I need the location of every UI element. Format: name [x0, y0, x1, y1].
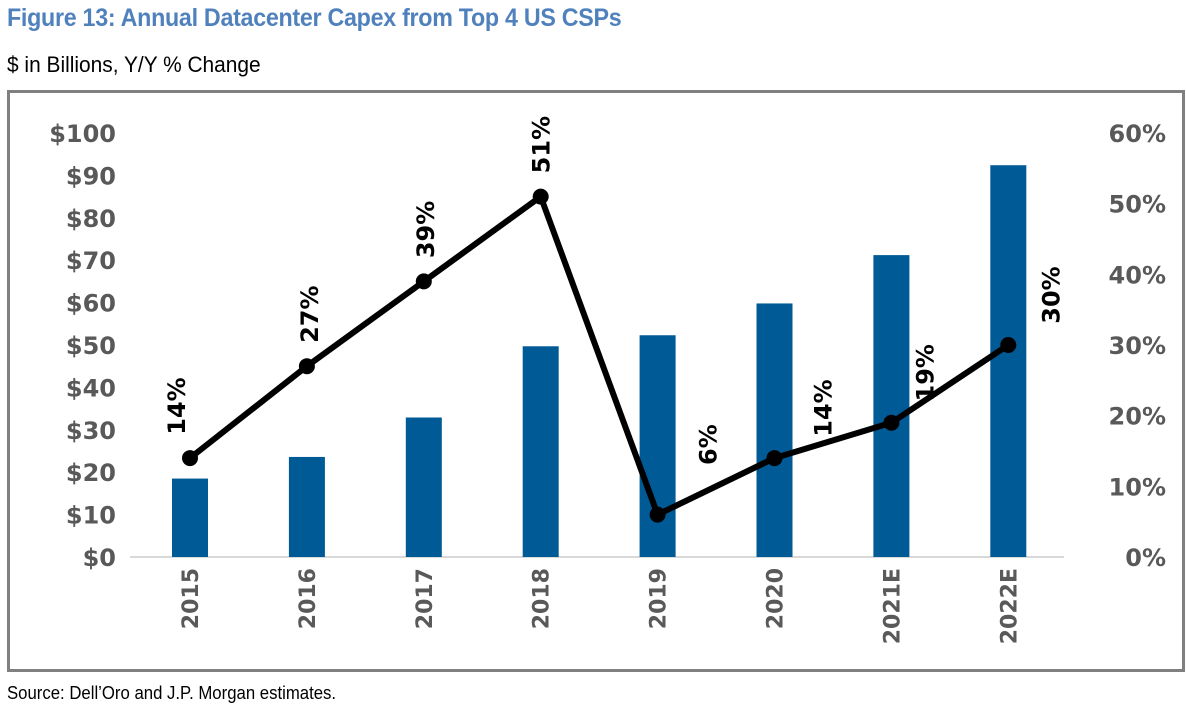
x-tick-label: 2017: [413, 568, 438, 629]
yoy-point-2019: [649, 506, 666, 523]
right-tick-label: 40%: [1109, 261, 1166, 289]
left-tick-label: $10: [66, 502, 116, 530]
figure-title: Figure 13: Annual Datacenter Capex from …: [7, 4, 622, 32]
yoy-point-2021E: [883, 414, 900, 431]
right-tick-label: 20%: [1109, 403, 1166, 431]
data-label-2019: 6%: [695, 424, 723, 465]
data-label-2022E: 30%: [1037, 266, 1065, 323]
x-tick-label: 2015: [179, 568, 204, 629]
right-tick-label: 10%: [1109, 473, 1166, 501]
bar-2015: [172, 478, 208, 557]
left-tick-label: $50: [66, 332, 116, 360]
x-tick-label: 2020: [764, 568, 789, 629]
bar-2019: [639, 335, 676, 557]
left-tick-label: $70: [66, 247, 116, 275]
yoy-point-2020: [766, 450, 783, 467]
data-label-2015: 14%: [163, 377, 191, 434]
bar-2021E: [873, 255, 910, 557]
left-tick-label: $40: [66, 374, 116, 402]
left-tick-label: $80: [66, 205, 116, 233]
yoy-point-2015: [182, 450, 198, 467]
right-tick-label: 0%: [1125, 544, 1166, 572]
yoy-point-2017: [415, 273, 432, 290]
left-tick-label: $90: [66, 162, 116, 190]
left-tick-label: $100: [49, 120, 116, 148]
left-tick-label: $30: [66, 417, 116, 445]
data-labels: 14% 27% 39% 51% 6% 14% 19% 30%: [163, 116, 1065, 465]
x-tick-label: 2019: [647, 568, 672, 629]
right-axis: 0% 10% 20% 30% 40% 50% 60%: [1109, 120, 1166, 572]
line-series: [182, 188, 1017, 523]
yoy-point-2018: [532, 188, 549, 205]
x-tick-label: 2021E: [880, 568, 905, 644]
source-note: Source: Dell’Oro and J.P. Morgan estimat…: [7, 683, 337, 703]
data-label-2020: 14%: [810, 379, 838, 436]
bar-2018: [522, 346, 559, 557]
bar-2020: [756, 303, 793, 557]
left-tick-label: $20: [66, 459, 116, 487]
yoy-point-2016: [298, 358, 315, 375]
yoy-point-2022E: [1000, 337, 1017, 353]
right-tick-label: 30%: [1109, 332, 1166, 360]
figure-subtitle: $ in Billions, Y/Y % Change: [7, 52, 261, 77]
x-tick-label: 2022E: [997, 568, 1022, 644]
data-label-2017: 39%: [412, 201, 440, 258]
right-tick-label: 60%: [1109, 120, 1166, 148]
data-label-2018: 51%: [528, 116, 556, 173]
x-axis: 2015 2016 2017 2018 2019 2020 2021E 2022E: [179, 568, 1022, 644]
left-tick-label: $60: [66, 290, 116, 318]
bar-2022E: [990, 165, 1027, 557]
right-tick-label: 50%: [1109, 191, 1166, 219]
yoy-line: [188, 193, 1010, 518]
data-label-2016: 27%: [296, 285, 324, 342]
bar-2016: [288, 456, 325, 557]
data-label-2021E: 19%: [911, 344, 939, 401]
left-tick-label: $0: [83, 544, 116, 572]
x-tick-label: 2018: [530, 568, 555, 629]
chart-frame: [7, 90, 1185, 672]
bar-series: [172, 165, 1027, 557]
x-tick-label: 2016: [296, 568, 321, 629]
bar-2017: [405, 417, 442, 557]
left-axis: $0 $10 $20 $30 $40 $50 $60 $70 $80 $90 $100: [49, 120, 116, 572]
